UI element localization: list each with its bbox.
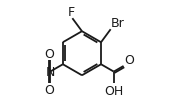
Text: N: N — [46, 66, 55, 78]
Text: OH: OH — [104, 84, 123, 97]
Text: F: F — [68, 6, 75, 18]
Text: Br: Br — [111, 16, 125, 29]
Text: O: O — [124, 53, 134, 66]
Text: O: O — [45, 47, 55, 60]
Text: O: O — [45, 84, 55, 97]
